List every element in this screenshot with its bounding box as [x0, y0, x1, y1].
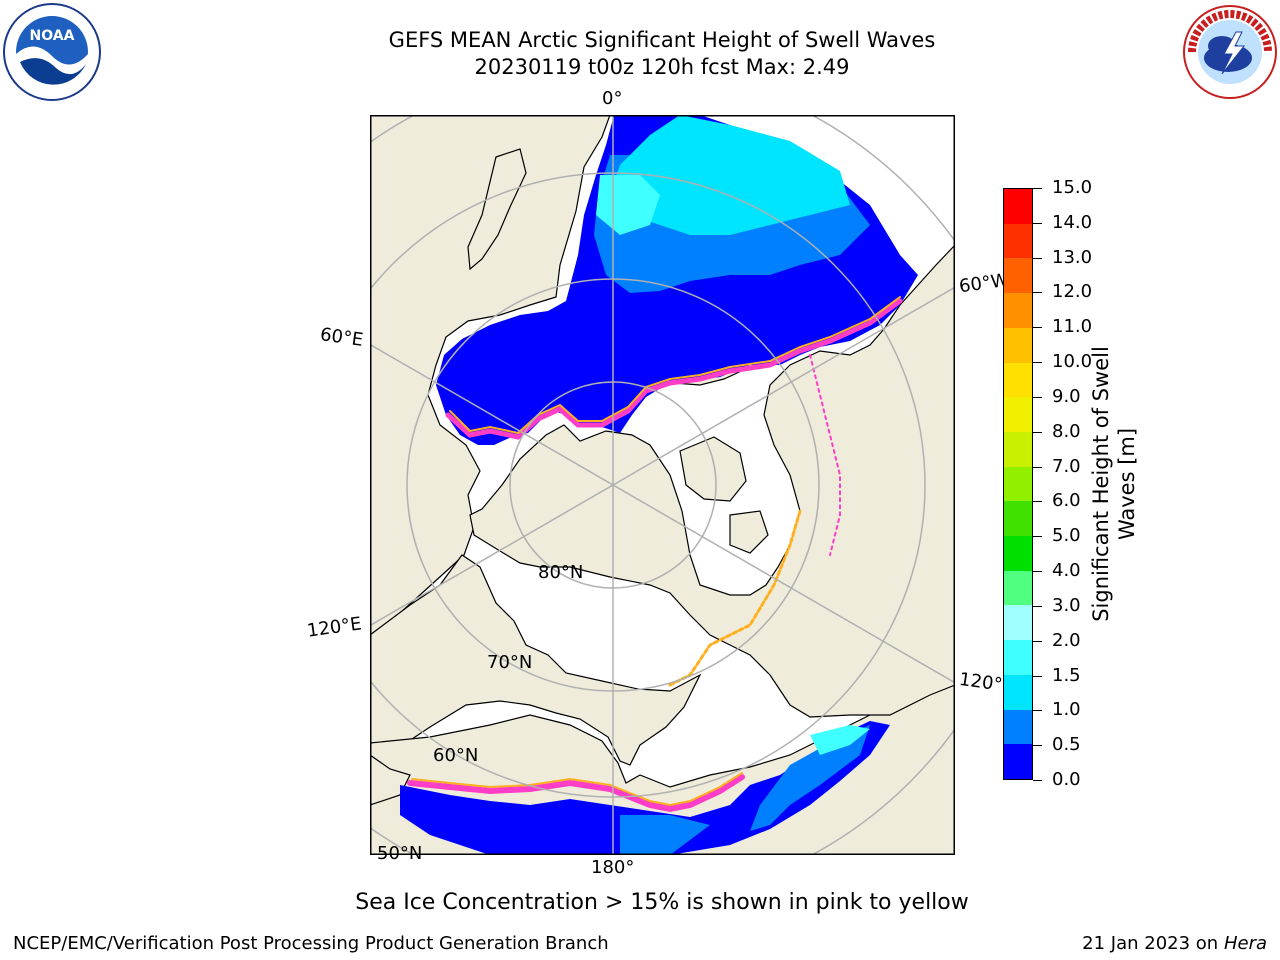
colorbar-tick-label: 8.0 — [1052, 420, 1081, 442]
noaa-logo: NOAA — [3, 3, 101, 101]
noaa-logo-text: NOAA — [30, 28, 75, 44]
colorbar-tick-label: 11.0 — [1052, 316, 1093, 338]
label-60e: 60°E — [318, 324, 365, 351]
label-80n: 80°N — [538, 562, 584, 583]
colorbar-tick-mark — [1033, 780, 1042, 781]
colorbar-segment — [1004, 640, 1032, 675]
colorbar-tick-label: 6.0 — [1052, 490, 1081, 512]
colorbar-tick-mark — [1033, 675, 1042, 677]
colorbar-tick-mark — [1033, 605, 1042, 607]
colorbar-tick-label: 7.0 — [1052, 455, 1081, 477]
footer-branch: NCEP/EMC/Verification Post Processing Pr… — [13, 933, 609, 954]
colorbar-tick-mark — [1033, 188, 1042, 189]
colorbar-tick-mark — [1033, 431, 1042, 433]
colorbar-tick-label: 0.5 — [1052, 734, 1081, 756]
label-180: 180° — [591, 857, 635, 878]
sea-ice-note: Sea Ice Concentration > 15% is shown in … — [355, 890, 969, 915]
colorbar-segment — [1004, 223, 1032, 259]
colorbar-tick-mark — [1033, 327, 1042, 329]
colorbar-tick-label: 5.0 — [1052, 525, 1081, 547]
colorbar-tick-label: 14.0 — [1052, 211, 1093, 233]
colorbar-segment — [1004, 362, 1032, 398]
map-frame — [370, 115, 955, 855]
colorbar-tick-mark — [1033, 640, 1042, 642]
nws-logo — [1183, 5, 1277, 99]
colorbar-segment — [1004, 570, 1032, 606]
label-60n: 60°N — [433, 745, 479, 766]
colorbar-segment — [1004, 293, 1032, 328]
colorbar-tick-mark — [1033, 501, 1042, 503]
colorbar-segment — [1004, 466, 1032, 502]
colorbar-segment — [1004, 536, 1032, 571]
sea-ice-edge — [407, 296, 903, 813]
colorbar-tick-mark — [1033, 257, 1042, 259]
meridian-120e-60w — [370, 286, 955, 627]
colorbar-tick-mark — [1033, 536, 1042, 538]
colorbar-segment — [1004, 744, 1032, 779]
colorbar-segment — [1004, 397, 1032, 432]
colorbar-segment — [1004, 189, 1032, 224]
label-50n: 50°N — [377, 843, 423, 864]
colorbar-tick-mark — [1033, 396, 1042, 398]
colorbar-tick-label: 4.0 — [1052, 560, 1081, 582]
colorbar-label: Significant Height of Swell Waves [m] — [1088, 346, 1140, 622]
colorbar-tick-mark — [1033, 745, 1042, 747]
colorbar-tick-label: 10.0 — [1052, 351, 1093, 373]
colorbar — [1003, 188, 1033, 780]
footer-date-text: 21 Jan 2023 on — [1082, 933, 1224, 954]
colorbar-tick-label: 15.0 — [1052, 177, 1093, 198]
colorbar-segment — [1004, 605, 1032, 641]
colorbar-tick-label: 9.0 — [1052, 385, 1081, 407]
polar-map — [370, 115, 955, 855]
colorbar-tick-label: 3.0 — [1052, 594, 1081, 616]
graticule — [370, 115, 955, 855]
footer-date: 21 Jan 2023 on Hera — [1082, 933, 1267, 954]
colorbar-tick-mark — [1033, 222, 1042, 224]
colorbar-segment — [1004, 431, 1032, 467]
colorbar-tick-label: 1.5 — [1052, 664, 1081, 686]
colorbar-segment — [1004, 258, 1032, 294]
colorbar-tick-mark — [1033, 292, 1042, 294]
chart-subtitle: 20230119 t00z 120h fcst Max: 2.49 — [474, 55, 850, 79]
swell-field — [400, 115, 918, 855]
colorbar-tick-mark — [1033, 362, 1042, 364]
colorbar-tick-label: 12.0 — [1052, 281, 1093, 303]
label-120e: 120°E — [305, 613, 363, 642]
colorbar-tick-label: 13.0 — [1052, 246, 1093, 268]
colorbar-tick-mark — [1033, 466, 1042, 468]
label-0: 0° — [602, 88, 623, 109]
colorbar-label-line2: Waves [m] — [1115, 427, 1139, 541]
colorbar-tick-mark — [1033, 710, 1042, 712]
colorbar-tick-mark — [1033, 571, 1042, 573]
colorbar-tick-label: 1.0 — [1052, 699, 1081, 721]
colorbar-tick-label: 0.0 — [1052, 769, 1081, 790]
colorbar-tick-label: 2.0 — [1052, 629, 1081, 651]
colorbar-segment — [1004, 327, 1032, 363]
chart-title: GEFS MEAN Arctic Significant Height of S… — [388, 28, 936, 52]
colorbar-label-line1: Significant Height of Swell — [1089, 346, 1113, 622]
label-70n: 70°N — [487, 652, 533, 673]
colorbar-segment — [1004, 674, 1032, 710]
colorbar-segment — [1004, 501, 1032, 537]
colorbar-segment — [1004, 709, 1032, 745]
footer-host: Hera — [1223, 933, 1267, 954]
